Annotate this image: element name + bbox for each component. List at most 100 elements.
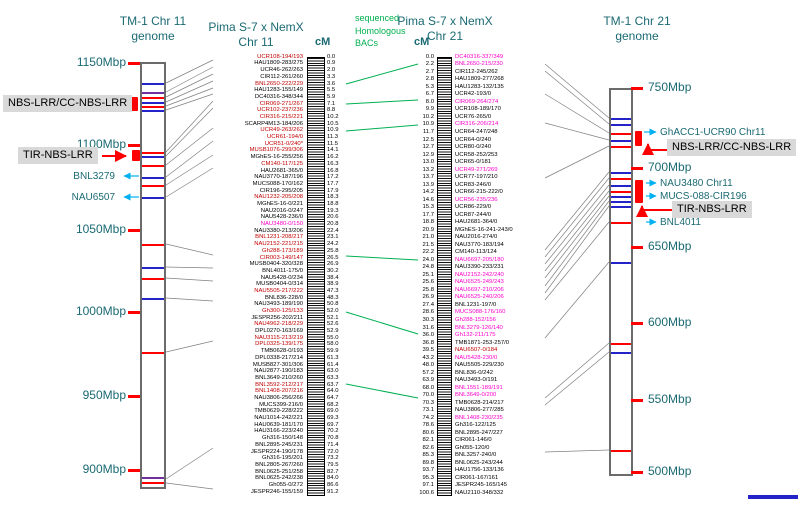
marker-name: BNL2895-247/227 [455, 429, 503, 436]
marker-name: UCR64-247/248 [455, 129, 498, 135]
marker-name: BNL0625-243/244 [455, 459, 503, 466]
marker-cm: 6.7 [425, 91, 434, 98]
marker-cm: 0.9 [327, 60, 336, 67]
marker-name: CIR003-149/147 [259, 254, 303, 261]
mbp-tick-mark [631, 87, 643, 90]
marker-name: Gh316-150/148 [262, 435, 303, 442]
marker-name: UCR56-235/236 [455, 196, 498, 203]
marker-name: CM140-117/125 [261, 160, 303, 167]
chromosome-band [142, 97, 164, 99]
marker-name: UCR42-193/0 [455, 91, 492, 98]
marker-cm: 10.2 [422, 113, 434, 120]
marker-name: BNL4011-175/0 [262, 267, 303, 274]
marker-name: UCR83-246/0 [455, 181, 492, 188]
chromosome-band [611, 118, 631, 120]
marker-name: NAU3770-183/194 [455, 241, 504, 248]
marker-name: HAU2681-365/0 [260, 167, 303, 174]
marker-name: NAU3480-0/150 [260, 221, 303, 228]
marker-cm: 21.0 [422, 234, 434, 241]
mbp-tick-mark [128, 144, 140, 147]
marker-name: JESPR224-190/178 [250, 448, 303, 455]
marker-cm: 12.9 [422, 151, 434, 158]
chromosome-band [142, 177, 164, 179]
chr11-genome-bar [140, 62, 166, 489]
marker-name: TMB0628-214/217 [455, 399, 504, 406]
marker-name: Gh132-211/175 [455, 332, 496, 339]
marker-name: Gh288-152/156 [455, 317, 496, 323]
right-linkage-title-line1: Pima S-7 x NemX [397, 14, 493, 28]
bacs-label-line1: sequenced [355, 13, 400, 23]
marker-cm: 12.5 [422, 136, 434, 143]
chromosome-band [142, 92, 164, 94]
marker-cm: 14.6 [422, 196, 434, 203]
marker-cm: 5.9 [327, 93, 336, 100]
marker-name: BNL836-0/242 [455, 369, 493, 376]
marker-cm: 15.3 [422, 204, 434, 211]
marker-name: DPL0325-139/175 [255, 341, 303, 348]
mbp-tick-mark [128, 395, 140, 398]
mbp-tick-mark [631, 322, 643, 325]
marker-cm: 3.6 [327, 80, 336, 87]
marker-cm: 82.6 [422, 444, 434, 451]
marker-name: NAU2016-0/247 [260, 207, 303, 214]
marker-name: NAU2152-221/215 [254, 241, 303, 248]
marker-cm: 16.8 [327, 167, 339, 174]
right-genome-title-line1: TM-1 Chr 21 [603, 14, 671, 28]
bnl3279-label: BNL3279 [73, 171, 115, 182]
marker-cm: 8.0 [425, 98, 434, 105]
mbp-tick-label: 900Mbp [82, 462, 126, 476]
marker-name: MUCS088-170/162 [252, 180, 303, 187]
chr21-linkage-bar [437, 57, 452, 496]
marker-cm: 85.3 [422, 452, 434, 459]
ghacc1-ucr90-label: GhACC1-UCR90 Chr11 [660, 127, 766, 138]
marker-name: NAU5428-230/0 [455, 354, 498, 361]
marker-cm: 26.9 [422, 294, 434, 301]
marker-name: BNL1231-197/0 [455, 301, 497, 308]
marker-name: BNL1231-208/217 [255, 234, 303, 241]
marker-name: NAU3806-256/266 [254, 394, 303, 401]
chromosome-band [611, 191, 631, 193]
marker-name: UCR102-237/236 [257, 107, 303, 114]
marker-cm: 14.1 [327, 147, 339, 154]
mbp-tick-mark [128, 62, 140, 65]
marker-name: MUSB0404-0/314 [256, 281, 303, 288]
marker-name: HAU0639-181/170 [254, 421, 303, 428]
marker-cm: 89.8 [422, 459, 434, 466]
marker-name: MGhES-16-255/256 [250, 154, 303, 161]
chromosome-band [611, 124, 631, 126]
marker-name: NAU3493-189/190 [254, 301, 303, 308]
marker-name: BNL836-228/0 [265, 294, 303, 301]
marker-cm: 93.7 [422, 467, 434, 474]
marker-cm: 10.2 [327, 114, 339, 120]
marker-name: JESPR246-155/159 [250, 488, 303, 495]
chr11-linkage-bar [307, 57, 325, 496]
marker-name: HAU1283-155/149 [254, 87, 303, 94]
marker-name: BNL1551-189/191 [455, 384, 503, 391]
marker-cm: 5.5 [327, 87, 336, 94]
marker-cm: 38.9 [327, 281, 339, 288]
marker-name: NAU5505-217/222 [254, 287, 303, 294]
marker-cm: 21.5 [422, 241, 434, 248]
marker-name: UCR49-263/262 [260, 127, 303, 134]
marker-cm: 57.2 [422, 369, 434, 376]
marker-name: NAU3390-233/231 [455, 264, 504, 271]
chromosome-band [142, 482, 164, 484]
marker-cm: 63.3 [327, 374, 339, 381]
mbp-tick-label: 1150Mbp [76, 55, 126, 69]
marker-name: NAU5428-0/234 [260, 274, 303, 281]
chr11-tir-nbs-lrr-block [132, 150, 140, 161]
marker-name: Gh055-120/0 [455, 444, 490, 451]
marker-cm: 11.3 [327, 134, 339, 141]
marker-cm: 13.9 [422, 181, 434, 188]
marker-name: TMB1871-253-257/0 [455, 339, 510, 346]
chromosome-band [611, 450, 631, 452]
marker-cm: 72.0 [327, 448, 339, 455]
chromosome-band [142, 110, 164, 112]
marker-name: NAU5428-236/0 [260, 214, 303, 221]
marker-name: MUSB0404-320/328 [249, 261, 303, 268]
marker-name: JESPR256-202/211 [251, 314, 303, 321]
mbp-tick-mark [631, 471, 643, 474]
marker-name: UCR86-229/0 [455, 204, 492, 211]
partial-blue-element [748, 495, 798, 499]
marker-name: CIR196-295/205 [259, 187, 303, 194]
